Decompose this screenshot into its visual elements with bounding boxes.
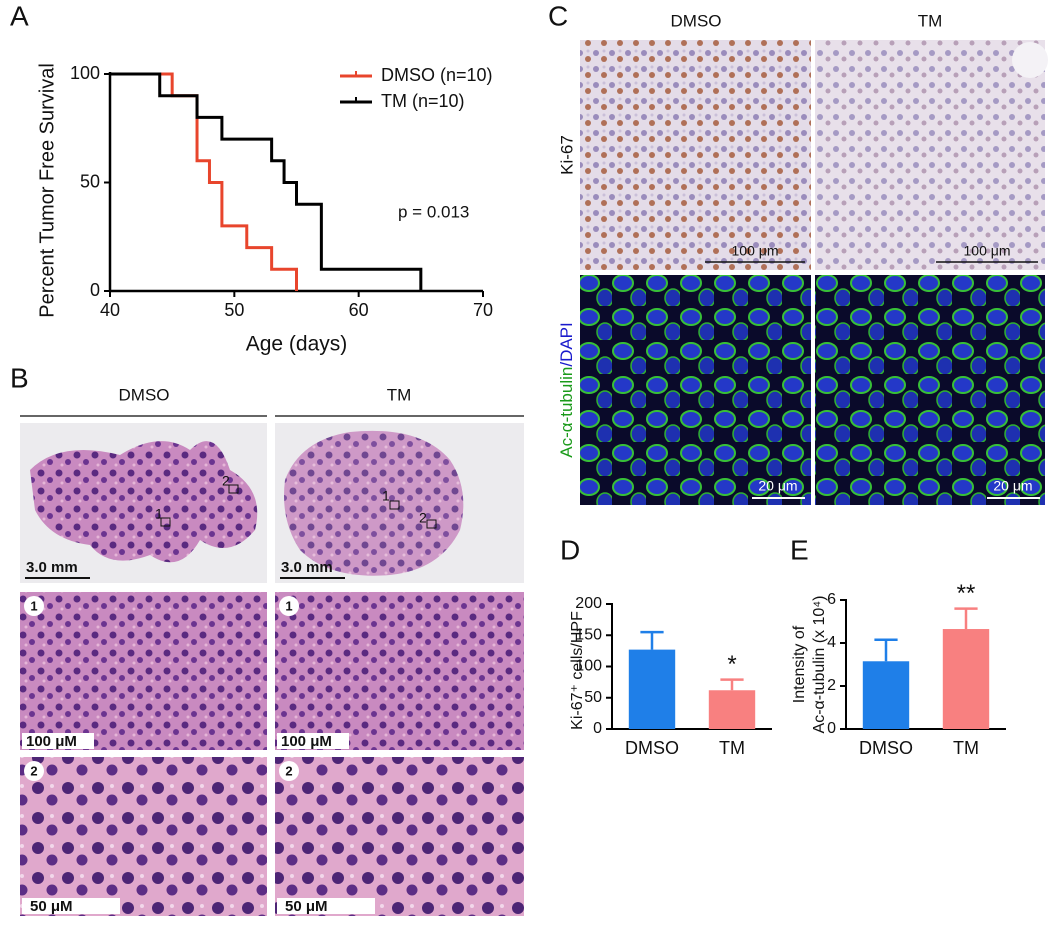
panel-letter: C xyxy=(548,0,568,31)
significance-label: * xyxy=(727,651,736,678)
x-tick-label: 50 xyxy=(224,300,244,320)
inset-number: 2 xyxy=(30,763,37,778)
y-tick-label: 200 xyxy=(575,595,602,612)
column-header: TM xyxy=(387,385,412,404)
y-tick-label: 4 xyxy=(827,634,836,651)
inset-marker: 2 xyxy=(419,510,427,526)
scale-bar-label: 100 μM xyxy=(26,733,77,750)
panel-letter: B xyxy=(10,362,29,393)
panel-letter: A xyxy=(10,0,29,31)
x-axis-label: Age (days) xyxy=(246,333,348,356)
legend-label: DMSO (n=10) xyxy=(381,65,493,85)
inset-number: 2 xyxy=(285,763,292,778)
x-tick-label: 60 xyxy=(349,300,369,320)
y-tick-label: 150 xyxy=(575,626,602,643)
histology-image xyxy=(20,592,524,916)
stain-label: /DAPI xyxy=(557,322,576,366)
scale-bar-label: 3.0 mm xyxy=(26,559,78,576)
scale-bar-label: 20 μm xyxy=(993,478,1032,494)
scale-bar-label: 50 μM xyxy=(30,898,73,915)
inset-number: 1 xyxy=(30,598,37,613)
column-header: TM xyxy=(918,11,943,30)
bar xyxy=(628,649,676,729)
y-axis-label: Percent Tumor Free Survival xyxy=(36,63,58,318)
x-tick-label: 40 xyxy=(100,300,120,320)
stain-label: Ac-α-tubulin xyxy=(557,367,576,458)
row-label: Ac-α-tubulin/DAPI xyxy=(557,322,576,458)
x-tick-label: TM xyxy=(953,738,979,758)
inset-marker: 1 xyxy=(382,488,390,504)
scale-bar-label: 3.0 mm xyxy=(281,559,333,576)
column-header: DMSO xyxy=(119,385,170,404)
y-axis-label: Ac-α-tubulin (x 10⁴) xyxy=(811,596,828,734)
panel-letter: E xyxy=(790,534,809,565)
x-tick-label: TM xyxy=(719,738,745,758)
y-tick-label: 100 xyxy=(575,658,602,675)
slide-overview: 1 2 3.0 mm xyxy=(20,423,267,583)
y-axis-label: Intensity of xyxy=(791,625,808,703)
scale-bar-label: 50 μM xyxy=(285,898,328,915)
y-axis-label: Ki-67⁺ cells/HPF xyxy=(569,611,586,730)
bar xyxy=(942,629,990,729)
scale-bar-label: 100 μm xyxy=(732,243,779,259)
slide-overview: 1 2 3.0 mm xyxy=(275,423,524,583)
bar xyxy=(708,690,756,729)
y-tick-label: 100 xyxy=(70,63,100,83)
survival-curve xyxy=(110,72,423,291)
y-tick-label: 50 xyxy=(80,171,100,191)
scale-bar-label: 20 μm xyxy=(758,478,797,494)
inset-marker: 1 xyxy=(155,506,163,522)
y-tick-label: 0 xyxy=(90,280,100,300)
y-tick-label: 0 xyxy=(827,720,836,737)
x-tick-label: DMSO xyxy=(859,738,913,758)
legend-label: TM (n=10) xyxy=(381,91,465,111)
y-tick-label: 50 xyxy=(584,689,602,706)
column-header: DMSO xyxy=(671,11,722,30)
y-tick-label: 2 xyxy=(827,677,836,694)
x-tick-label: 70 xyxy=(473,300,493,320)
y-tick-label: 0 xyxy=(593,720,602,737)
survival-curve xyxy=(110,72,298,291)
ihc-image xyxy=(580,40,1048,505)
scale-bar: 100 μM 100 μM 50 μM 50 μM xyxy=(22,733,375,915)
significance-label: ** xyxy=(957,580,976,607)
scale-bar: 100 μm 100 μm 20 μm 20 μm xyxy=(705,243,1040,499)
panel-letter: D xyxy=(560,534,580,565)
x-tick-label: DMSO xyxy=(625,738,679,758)
row-label: Ki-67 xyxy=(557,135,576,175)
scale-bar-label: 100 μM xyxy=(281,733,332,750)
scale-bar-label: 100 μm xyxy=(964,243,1011,259)
annotation: p = 0.013 xyxy=(398,202,469,221)
bar xyxy=(862,661,910,729)
inset-marker: 2 xyxy=(222,473,230,489)
inset-badge: 1 1 2 2 xyxy=(24,596,299,781)
y-tick-label: 6 xyxy=(827,591,836,608)
inset-number: 1 xyxy=(285,598,292,613)
